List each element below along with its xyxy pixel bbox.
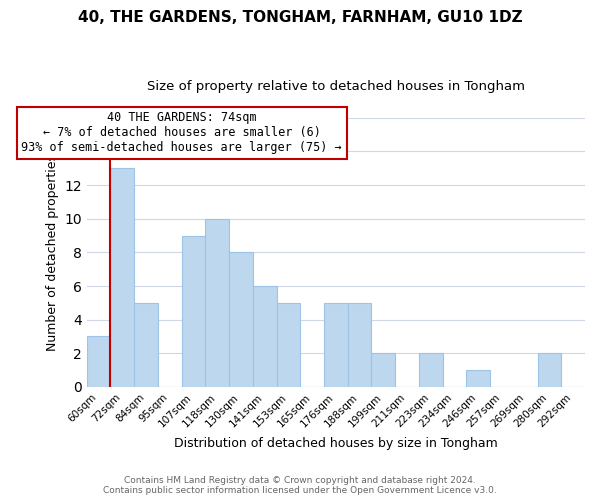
- Bar: [87, 336, 110, 387]
- Bar: [538, 354, 561, 387]
- Bar: [324, 303, 348, 387]
- Bar: [253, 286, 277, 387]
- Bar: [205, 218, 229, 387]
- Bar: [110, 168, 134, 387]
- Bar: [182, 236, 205, 387]
- Bar: [348, 303, 371, 387]
- Y-axis label: Number of detached properties: Number of detached properties: [46, 154, 59, 351]
- Text: 40, THE GARDENS, TONGHAM, FARNHAM, GU10 1DZ: 40, THE GARDENS, TONGHAM, FARNHAM, GU10 …: [77, 10, 523, 25]
- Bar: [371, 354, 395, 387]
- Text: 40 THE GARDENS: 74sqm
← 7% of detached houses are smaller (6)
93% of semi-detach: 40 THE GARDENS: 74sqm ← 7% of detached h…: [22, 112, 342, 154]
- Bar: [419, 354, 443, 387]
- Bar: [466, 370, 490, 387]
- Text: Contains HM Land Registry data © Crown copyright and database right 2024.
Contai: Contains HM Land Registry data © Crown c…: [103, 476, 497, 495]
- Bar: [229, 252, 253, 387]
- Title: Size of property relative to detached houses in Tongham: Size of property relative to detached ho…: [147, 80, 525, 93]
- X-axis label: Distribution of detached houses by size in Tongham: Distribution of detached houses by size …: [174, 437, 498, 450]
- Bar: [277, 303, 300, 387]
- Bar: [134, 303, 158, 387]
